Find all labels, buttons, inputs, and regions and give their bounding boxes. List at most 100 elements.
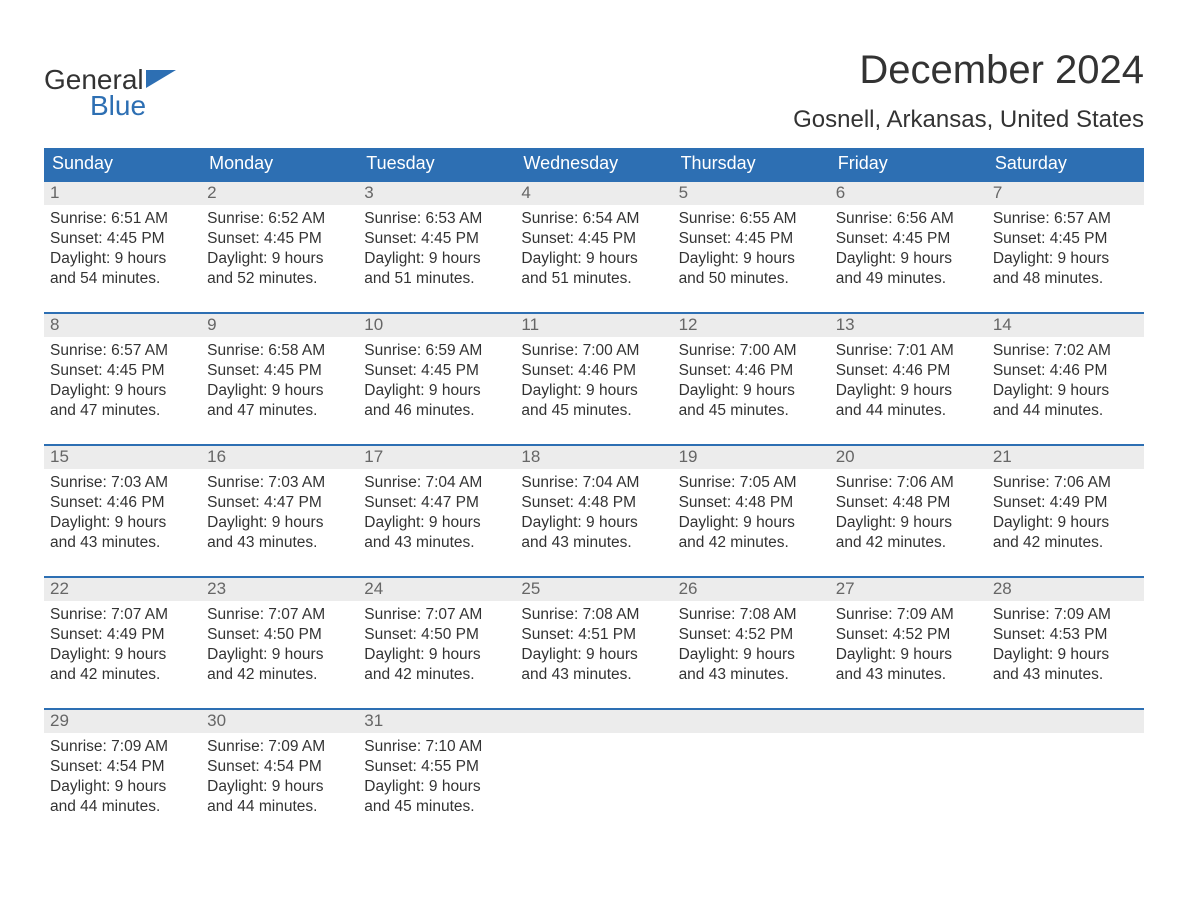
daylight-line-1: Daylight: 9 hours bbox=[993, 513, 1138, 533]
day-number: 29 bbox=[44, 710, 201, 733]
day-number: 4 bbox=[515, 182, 672, 205]
daylight-line-1: Daylight: 9 hours bbox=[364, 513, 509, 533]
day-details bbox=[830, 733, 987, 827]
day-details: Sunrise: 7:07 AMSunset: 4:49 PMDaylight:… bbox=[44, 601, 201, 694]
daylight-line-1: Daylight: 9 hours bbox=[993, 381, 1138, 401]
calendar: SundayMondayTuesdayWednesdayThursdayFrid… bbox=[44, 148, 1144, 840]
daylight-line-1: Daylight: 9 hours bbox=[521, 513, 666, 533]
day-details: Sunrise: 6:52 AMSunset: 4:45 PMDaylight:… bbox=[201, 205, 358, 298]
daylight-line-1: Daylight: 9 hours bbox=[50, 381, 195, 401]
calendar-week: 29Sunrise: 7:09 AMSunset: 4:54 PMDayligh… bbox=[44, 708, 1144, 840]
sunset-line: Sunset: 4:49 PM bbox=[50, 625, 195, 645]
daylight-line-1: Daylight: 9 hours bbox=[364, 777, 509, 797]
daylight-line-1: Daylight: 9 hours bbox=[364, 249, 509, 269]
sunrise-line: Sunrise: 7:07 AM bbox=[207, 605, 352, 625]
sunset-line: Sunset: 4:51 PM bbox=[521, 625, 666, 645]
day-number: 25 bbox=[515, 578, 672, 601]
calendar-day: 10Sunrise: 6:59 AMSunset: 4:45 PMDayligh… bbox=[358, 314, 515, 444]
daylight-line-1: Daylight: 9 hours bbox=[207, 249, 352, 269]
sunset-line: Sunset: 4:46 PM bbox=[679, 361, 824, 381]
dayname-header: Wednesday bbox=[515, 148, 672, 180]
daylight-line-2: and 49 minutes. bbox=[836, 269, 981, 289]
calendar-day: 12Sunrise: 7:00 AMSunset: 4:46 PMDayligh… bbox=[673, 314, 830, 444]
sunrise-line: Sunrise: 6:59 AM bbox=[364, 341, 509, 361]
sunset-line: Sunset: 4:55 PM bbox=[364, 757, 509, 777]
daylight-line-2: and 48 minutes. bbox=[993, 269, 1138, 289]
day-number: 11 bbox=[515, 314, 672, 337]
day-details: Sunrise: 7:04 AMSunset: 4:47 PMDaylight:… bbox=[358, 469, 515, 562]
day-details: Sunrise: 7:09 AMSunset: 4:54 PMDaylight:… bbox=[44, 733, 201, 826]
daylight-line-1: Daylight: 9 hours bbox=[521, 381, 666, 401]
daylight-line-1: Daylight: 9 hours bbox=[207, 381, 352, 401]
sunset-line: Sunset: 4:46 PM bbox=[50, 493, 195, 513]
calendar-day: 15Sunrise: 7:03 AMSunset: 4:46 PMDayligh… bbox=[44, 446, 201, 576]
sunrise-line: Sunrise: 7:05 AM bbox=[679, 473, 824, 493]
calendar-day: 26Sunrise: 7:08 AMSunset: 4:52 PMDayligh… bbox=[673, 578, 830, 708]
sunset-line: Sunset: 4:46 PM bbox=[521, 361, 666, 381]
calendar-day: 18Sunrise: 7:04 AMSunset: 4:48 PMDayligh… bbox=[515, 446, 672, 576]
sunrise-line: Sunrise: 6:58 AM bbox=[207, 341, 352, 361]
sunrise-line: Sunrise: 7:00 AM bbox=[521, 341, 666, 361]
daylight-line-2: and 43 minutes. bbox=[993, 665, 1138, 685]
sunrise-line: Sunrise: 6:54 AM bbox=[521, 209, 666, 229]
day-number: 31 bbox=[358, 710, 515, 733]
day-details: Sunrise: 6:59 AMSunset: 4:45 PMDaylight:… bbox=[358, 337, 515, 430]
daylight-line-1: Daylight: 9 hours bbox=[50, 249, 195, 269]
day-details: Sunrise: 6:55 AMSunset: 4:45 PMDaylight:… bbox=[673, 205, 830, 298]
day-number: 8 bbox=[44, 314, 201, 337]
calendar-day: 21Sunrise: 7:06 AMSunset: 4:49 PMDayligh… bbox=[987, 446, 1144, 576]
sunrise-line: Sunrise: 7:02 AM bbox=[993, 341, 1138, 361]
sunset-line: Sunset: 4:48 PM bbox=[679, 493, 824, 513]
day-number: 13 bbox=[830, 314, 987, 337]
flag-icon bbox=[146, 70, 176, 97]
sunset-line: Sunset: 4:46 PM bbox=[993, 361, 1138, 381]
sunrise-line: Sunrise: 7:08 AM bbox=[521, 605, 666, 625]
calendar-day: 24Sunrise: 7:07 AMSunset: 4:50 PMDayligh… bbox=[358, 578, 515, 708]
day-details: Sunrise: 7:06 AMSunset: 4:49 PMDaylight:… bbox=[987, 469, 1144, 562]
sunrise-line: Sunrise: 7:04 AM bbox=[521, 473, 666, 493]
dayname-header: Friday bbox=[830, 148, 987, 180]
day-details: Sunrise: 7:07 AMSunset: 4:50 PMDaylight:… bbox=[358, 601, 515, 694]
sunrise-line: Sunrise: 6:55 AM bbox=[679, 209, 824, 229]
day-details: Sunrise: 6:57 AMSunset: 4:45 PMDaylight:… bbox=[44, 337, 201, 430]
day-number: 3 bbox=[358, 182, 515, 205]
calendar-week: 22Sunrise: 7:07 AMSunset: 4:49 PMDayligh… bbox=[44, 576, 1144, 708]
calendar-day: 22Sunrise: 7:07 AMSunset: 4:49 PMDayligh… bbox=[44, 578, 201, 708]
daylight-line-1: Daylight: 9 hours bbox=[836, 381, 981, 401]
calendar-day: 14Sunrise: 7:02 AMSunset: 4:46 PMDayligh… bbox=[987, 314, 1144, 444]
day-number: 20 bbox=[830, 446, 987, 469]
brand-word2: Blue bbox=[90, 92, 146, 120]
day-details: Sunrise: 7:10 AMSunset: 4:55 PMDaylight:… bbox=[358, 733, 515, 826]
day-number: 1 bbox=[44, 182, 201, 205]
daylight-line-1: Daylight: 9 hours bbox=[836, 513, 981, 533]
calendar-day: 23Sunrise: 7:07 AMSunset: 4:50 PMDayligh… bbox=[201, 578, 358, 708]
daylight-line-1: Daylight: 9 hours bbox=[50, 777, 195, 797]
calendar-day bbox=[830, 710, 987, 840]
sunset-line: Sunset: 4:49 PM bbox=[993, 493, 1138, 513]
day-number: 2 bbox=[201, 182, 358, 205]
calendar-day: 17Sunrise: 7:04 AMSunset: 4:47 PMDayligh… bbox=[358, 446, 515, 576]
day-number: 12 bbox=[673, 314, 830, 337]
header: General Blue December 2024 Gosnell, Arka… bbox=[44, 48, 1144, 134]
daylight-line-2: and 52 minutes. bbox=[207, 269, 352, 289]
day-number bbox=[515, 710, 672, 733]
sunrise-line: Sunrise: 7:09 AM bbox=[993, 605, 1138, 625]
daylight-line-2: and 42 minutes. bbox=[679, 533, 824, 553]
sunset-line: Sunset: 4:45 PM bbox=[836, 229, 981, 249]
daylight-line-2: and 42 minutes. bbox=[50, 665, 195, 685]
sunrise-line: Sunrise: 7:07 AM bbox=[50, 605, 195, 625]
daylight-line-2: and 45 minutes. bbox=[364, 797, 509, 817]
daylight-line-1: Daylight: 9 hours bbox=[679, 249, 824, 269]
daylight-line-2: and 43 minutes. bbox=[521, 533, 666, 553]
daylight-line-2: and 54 minutes. bbox=[50, 269, 195, 289]
calendar-day: 11 Sunrise: 7:00 AMSunset: 4:46 PMDayligh… bbox=[515, 314, 672, 444]
daylight-line-1: Daylight: 9 hours bbox=[207, 513, 352, 533]
day-details bbox=[987, 733, 1144, 827]
dayname-header: Saturday bbox=[987, 148, 1144, 180]
day-details: Sunrise: 6:56 AMSunset: 4:45 PMDaylight:… bbox=[830, 205, 987, 298]
calendar-day: 1Sunrise: 6:51 AMSunset: 4:45 PMDaylight… bbox=[44, 182, 201, 312]
dayname-header-row: SundayMondayTuesdayWednesdayThursdayFrid… bbox=[44, 148, 1144, 180]
day-details: Sunrise: 7:09 AMSunset: 4:52 PMDaylight:… bbox=[830, 601, 987, 694]
calendar-day: 5Sunrise: 6:55 AMSunset: 4:45 PMDaylight… bbox=[673, 182, 830, 312]
calendar-day: 30Sunrise: 7:09 AMSunset: 4:54 PMDayligh… bbox=[201, 710, 358, 840]
